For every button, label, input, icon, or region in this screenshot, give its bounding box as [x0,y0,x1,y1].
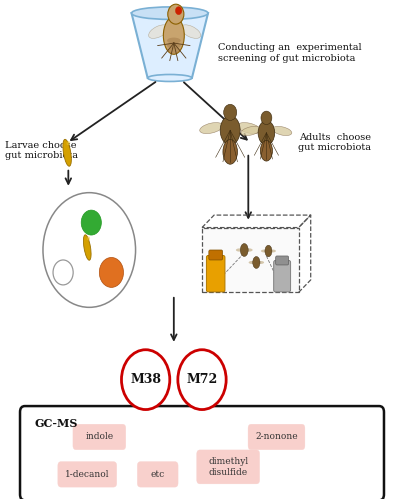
Text: GC-MS: GC-MS [35,418,78,428]
Ellipse shape [181,25,201,38]
Text: indole: indole [85,432,114,442]
Ellipse shape [87,236,90,240]
FancyBboxPatch shape [274,260,290,292]
Ellipse shape [261,250,267,252]
Ellipse shape [84,235,91,260]
Circle shape [175,6,182,14]
FancyBboxPatch shape [20,406,384,500]
Ellipse shape [248,261,255,264]
Polygon shape [132,13,208,78]
Ellipse shape [163,17,184,54]
Ellipse shape [261,140,272,161]
Circle shape [224,104,237,120]
FancyBboxPatch shape [209,250,223,260]
Ellipse shape [67,141,70,145]
Text: dimethyl
disulfide: dimethyl disulfide [208,457,248,476]
Ellipse shape [149,25,168,38]
Ellipse shape [167,42,181,48]
Ellipse shape [245,248,252,252]
Text: Conducting an  experimental
screening of gut microbiota: Conducting an experimental screening of … [218,44,362,62]
FancyBboxPatch shape [206,256,225,292]
FancyBboxPatch shape [73,424,126,450]
Circle shape [53,260,73,285]
FancyBboxPatch shape [58,462,117,487]
Ellipse shape [272,126,292,136]
Ellipse shape [269,250,276,252]
FancyBboxPatch shape [248,424,305,450]
Text: M38: M38 [130,373,161,386]
Ellipse shape [63,140,72,166]
Text: Larvae choose
gut microbiota: Larvae choose gut microbiota [5,140,78,160]
Text: 1-decanol: 1-decanol [65,470,109,479]
Ellipse shape [258,120,275,145]
Circle shape [261,111,272,124]
Ellipse shape [241,126,261,136]
Ellipse shape [265,245,272,257]
Circle shape [168,4,184,24]
Circle shape [99,258,124,288]
Circle shape [81,210,101,235]
Ellipse shape [167,38,181,44]
Ellipse shape [167,48,181,54]
Text: Adults  choose
gut microbiota: Adults choose gut microbiota [299,133,371,152]
Text: etc: etc [151,470,165,479]
Ellipse shape [200,122,223,134]
FancyBboxPatch shape [197,450,260,484]
FancyBboxPatch shape [276,256,288,265]
Text: M72: M72 [186,373,218,386]
Ellipse shape [236,248,243,252]
Ellipse shape [253,256,260,268]
Circle shape [122,350,170,410]
Ellipse shape [132,7,208,20]
Ellipse shape [240,244,248,256]
Ellipse shape [238,122,261,134]
Circle shape [43,192,136,308]
FancyBboxPatch shape [137,462,178,487]
Text: 2-nonone: 2-nonone [255,432,298,442]
Ellipse shape [147,74,192,82]
Ellipse shape [223,140,238,164]
Circle shape [178,350,226,410]
Bar [202,228,299,292]
Ellipse shape [220,116,240,145]
Ellipse shape [257,261,264,264]
